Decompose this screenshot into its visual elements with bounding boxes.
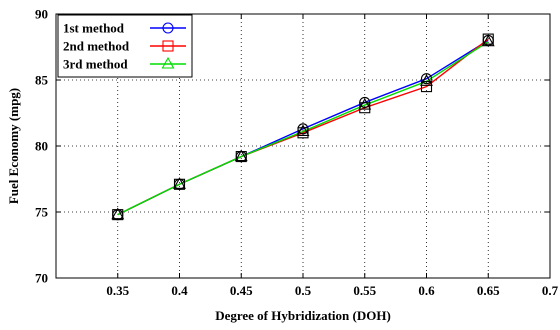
data-point-square (297, 127, 309, 139)
legend: 1st method 2nd method 3rd method (57, 14, 193, 78)
ticks-layer: 0.35 0.4 0.45 0.5 0.55 0.6 0.65 0.7 70 75 80 85 90 (35, 7, 559, 299)
data-point-triangle (358, 97, 372, 110)
data-point-circle (420, 73, 433, 85)
data-point-triangle (234, 149, 248, 162)
x-axis-label: Degree of Hybridization (DOH) (215, 308, 391, 323)
x-tick-label: 0.5 (295, 283, 312, 298)
legend-label: 3rd method (63, 57, 128, 72)
x-tick-label: 0.45 (230, 283, 253, 298)
x-tick-label: 0.35 (106, 283, 129, 298)
x-tick-label: 0.4 (171, 283, 188, 298)
data-point-triangle (481, 34, 495, 47)
y-tick-label: 85 (35, 73, 49, 88)
data-point-triangle (296, 124, 310, 137)
y-tick-label: 80 (35, 139, 48, 154)
data-point-triangle (173, 177, 186, 189)
data-point-square (482, 33, 494, 45)
y-tick-label: 70 (35, 271, 48, 286)
legend-entry: 1st method (63, 21, 186, 36)
x-tick-label: 0.55 (353, 283, 376, 298)
x-tick-label: 0.6 (418, 283, 435, 298)
legend-label: 1st method (63, 21, 125, 36)
data-point-triangle (111, 207, 125, 220)
x-tick-label: 0.65 (477, 283, 500, 298)
data-point-triangle (161, 56, 175, 69)
series-markers-3 (111, 34, 495, 220)
data-point-square (162, 40, 174, 52)
series-layer (111, 33, 495, 221)
y-axis-label: Fuel Economy (mpg) (6, 88, 21, 204)
legend-entry: 2nd method (63, 39, 186, 54)
x-tick-label: 0.7 (542, 283, 559, 298)
data-point-square (420, 81, 433, 93)
y-tick-label: 75 (35, 205, 49, 220)
data-point-triangle (420, 74, 433, 86)
legend-entry: 3rd method (63, 57, 186, 72)
data-point-circle (162, 22, 174, 34)
y-tick-label: 90 (35, 7, 48, 22)
legend-label: 2nd method (63, 39, 130, 54)
